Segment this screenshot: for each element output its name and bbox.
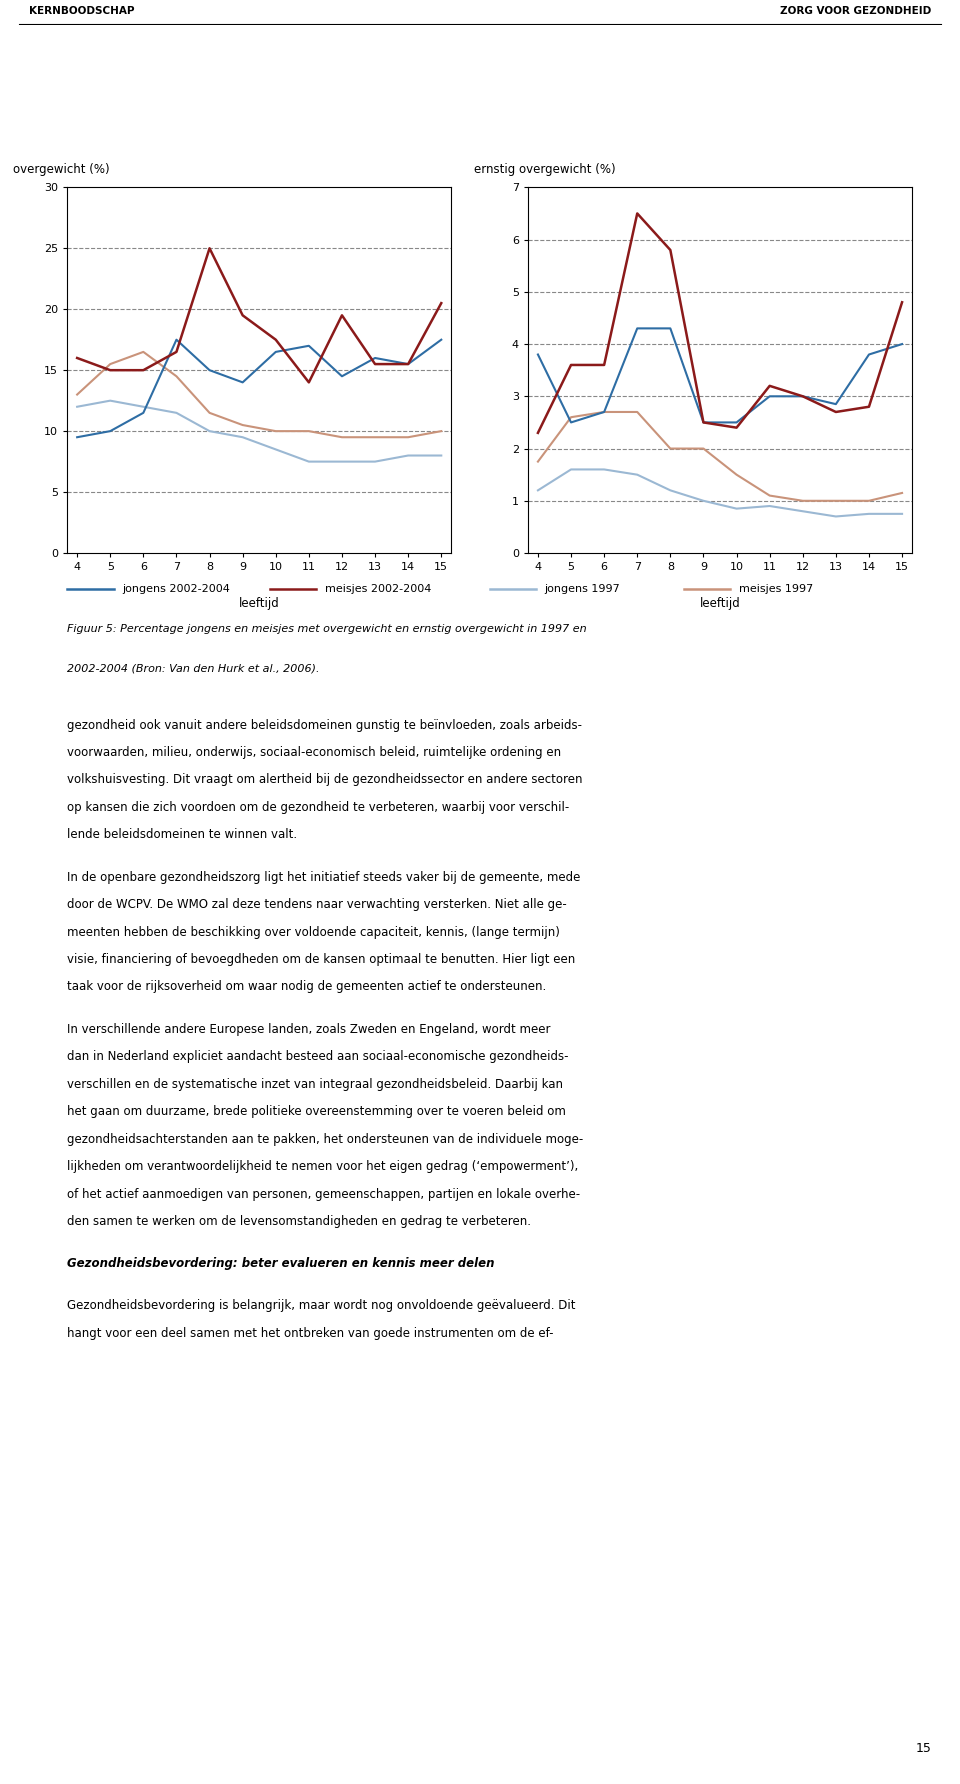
Text: overgewicht (%): overgewicht (%) <box>13 164 110 177</box>
Text: gezondheidsachterstanden aan te pakken, het ondersteunen van de individuele moge: gezondheidsachterstanden aan te pakken, … <box>67 1133 584 1145</box>
Text: het gaan om duurzame, brede politieke overeenstemming over te voeren beleid om: het gaan om duurzame, brede politieke ov… <box>67 1104 566 1119</box>
Text: dan in Nederland expliciet aandacht besteed aan sociaal-economische gezondheids-: dan in Nederland expliciet aandacht best… <box>67 1051 568 1063</box>
Text: meenten hebben de beschikking over voldoende capaciteit, kennis, (lange termijn): meenten hebben de beschikking over voldo… <box>67 926 560 938</box>
Text: leeftijd: leeftijd <box>239 598 279 610</box>
Text: In de openbare gezondheidszorg ligt het initiatief steeds vaker bij de gemeente,: In de openbare gezondheidszorg ligt het … <box>67 871 581 883</box>
Text: lijkheden om verantwoordelijkheid te nemen voor het eigen gedrag (‘empowerment’): lijkheden om verantwoordelijkheid te nem… <box>67 1160 579 1174</box>
Text: leeftijd: leeftijd <box>700 598 740 610</box>
Text: meisjes 1997: meisjes 1997 <box>739 583 813 594</box>
Text: 15: 15 <box>915 1741 931 1755</box>
Text: den samen te werken om de levensomstandigheden en gedrag te verbeteren.: den samen te werken om de levensomstandi… <box>67 1215 531 1227</box>
Text: Figuur 5: Percentage jongens en meisjes met overgewicht en ernstig overgewicht i: Figuur 5: Percentage jongens en meisjes … <box>67 624 587 635</box>
Text: KERNBOODSCHAP: KERNBOODSCHAP <box>29 7 134 16</box>
Text: volkshuisvesting. Dit vraagt om alertheid bij de gezondheidssector en andere sec: volkshuisvesting. Dit vraagt om alerthei… <box>67 774 583 787</box>
Text: verschillen en de systematische inzet van integraal gezondheidsbeleid. Daarbij k: verschillen en de systematische inzet va… <box>67 1078 564 1090</box>
Text: taak voor de rijksoverheid om waar nodig de gemeenten actief te ondersteunen.: taak voor de rijksoverheid om waar nodig… <box>67 981 546 994</box>
Text: lende beleidsdomeinen te winnen valt.: lende beleidsdomeinen te winnen valt. <box>67 828 298 842</box>
Text: voorwaarden, milieu, onderwijs, sociaal-economisch beleid, ruimtelijke ordening : voorwaarden, milieu, onderwijs, sociaal-… <box>67 746 562 758</box>
Text: hangt voor een deel samen met het ontbreken van goede instrumenten om de ef-: hangt voor een deel samen met het ontbre… <box>67 1327 554 1340</box>
Text: jongens 1997: jongens 1997 <box>544 583 620 594</box>
Text: Gezondheidsbevordering: beter evalueren en kennis meer delen: Gezondheidsbevordering: beter evalueren … <box>67 1258 494 1270</box>
Text: 2002-2004 (Bron: Van den Hurk et al., 2006).: 2002-2004 (Bron: Van den Hurk et al., 20… <box>67 664 320 674</box>
Text: jongens 2002-2004: jongens 2002-2004 <box>122 583 230 594</box>
Text: visie, financiering of bevoegdheden om de kansen optimaal te benutten. Hier ligt: visie, financiering of bevoegdheden om d… <box>67 953 575 965</box>
Text: gezondheid ook vanuit andere beleidsdomeinen gunstig te beïnvloeden, zoals arbei: gezondheid ook vanuit andere beleidsdome… <box>67 719 582 731</box>
Text: ZORG VOOR GEZONDHEID: ZORG VOOR GEZONDHEID <box>780 7 931 16</box>
Text: Gezondheidsbevordering is belangrijk, maar wordt nog onvoldoende geëvalueerd. Di: Gezondheidsbevordering is belangrijk, ma… <box>67 1299 576 1313</box>
Text: of het actief aanmoedigen van personen, gemeenschappen, partijen en lokale overh: of het actief aanmoedigen van personen, … <box>67 1188 581 1201</box>
Text: In verschillende andere Europese landen, zoals Zweden en Engeland, wordt meer: In verschillende andere Europese landen,… <box>67 1022 551 1037</box>
Text: op kansen die zich voordoen om de gezondheid te verbeteren, waarbij voor verschi: op kansen die zich voordoen om de gezond… <box>67 801 569 814</box>
Text: door de WCPV. De WMO zal deze tendens naar verwachting versterken. Niet alle ge-: door de WCPV. De WMO zal deze tendens na… <box>67 897 567 912</box>
Text: meisjes 2002-2004: meisjes 2002-2004 <box>324 583 431 594</box>
Text: ernstig overgewicht (%): ernstig overgewicht (%) <box>474 164 616 177</box>
